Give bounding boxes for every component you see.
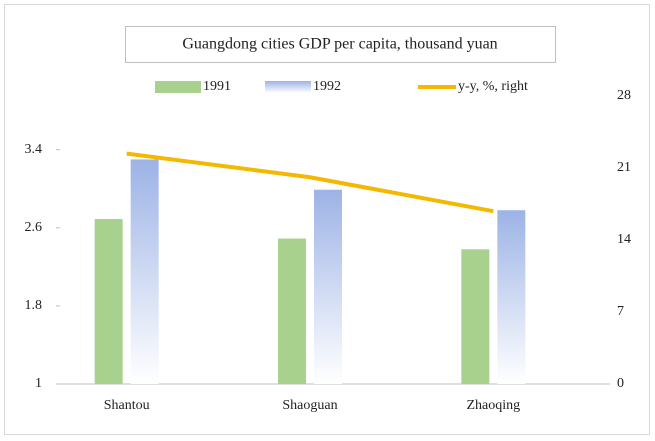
y2-tick-label: 0 xyxy=(617,376,624,391)
legend-label: 1991 xyxy=(203,79,231,94)
bar xyxy=(278,238,306,384)
bar xyxy=(461,249,490,384)
y2-tick-label: 21 xyxy=(617,160,631,175)
title-box xyxy=(125,26,556,63)
bar xyxy=(314,189,342,384)
chart-title: Guangdong cities GDP per capita, thousan… xyxy=(182,36,497,53)
legend-swatch xyxy=(155,81,201,93)
legend-swatch xyxy=(265,81,311,93)
legend-label: 1992 xyxy=(313,79,341,94)
x-tick-label: Shaoguan xyxy=(282,398,337,413)
bar xyxy=(94,219,123,384)
y2-tick-label: 7 xyxy=(617,304,624,319)
x-tick-label: Zhaoqing xyxy=(467,398,521,413)
y-tick-label: 1 xyxy=(35,376,42,391)
y2-tick-label: 14 xyxy=(617,232,631,247)
y-tick-label: 2.6 xyxy=(25,220,43,235)
bar xyxy=(497,210,526,384)
bar xyxy=(130,159,159,384)
y-tick-label: 3.4 xyxy=(25,142,43,157)
line xyxy=(126,151,494,214)
y-tick-label: 1.8 xyxy=(25,298,43,313)
x-tick-label: Shantou xyxy=(104,398,150,413)
y2-tick-label: 28 xyxy=(617,88,631,103)
legend-label: y-y, %, right xyxy=(458,79,528,94)
